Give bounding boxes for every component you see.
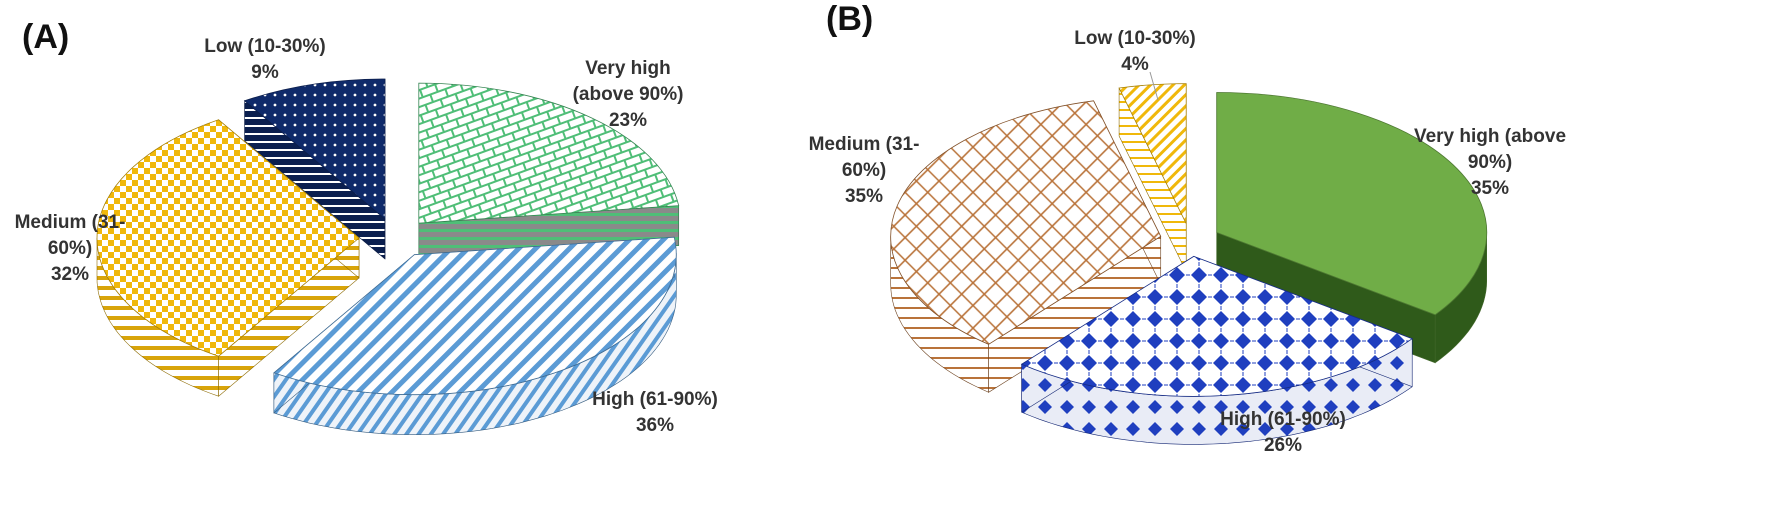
pie-slice (1118, 83, 1187, 272)
pie-slice-top (890, 100, 1162, 345)
slice-label: Very high (above 90%) 23% (573, 58, 684, 131)
slice-label: Low (10-30%) 4% (1074, 28, 1195, 75)
slice-label: Low (10-30%) 9% (204, 36, 325, 83)
slice-label: Medium (31-60%) 32% (15, 212, 126, 285)
slice-label: Very high (above 90%) 35% (1414, 126, 1566, 199)
slice-label: High (61-90%) 26% (1220, 409, 1346, 456)
pie-slice (1020, 255, 1414, 445)
pie-slice (890, 100, 1162, 393)
slice-label: High (61-90%) 36% (592, 389, 718, 436)
pie-slice-top (1216, 92, 1488, 316)
pie-slice-top (96, 119, 360, 357)
chart-layer: (A) Very high (above 90%) 23% High (61-90%) 3… (15, 0, 1566, 456)
pie-slice-top (243, 78, 386, 220)
pie-slice (273, 236, 677, 436)
pie-slice-top (1020, 255, 1414, 397)
pie-slice (96, 119, 360, 397)
pie-chart-b: (B) Very high (above 90%) 35% High (61-90%) 2… (809, 0, 1566, 456)
leader-line (1149, 71, 1159, 101)
pie-chart-a: (A) Very high (above 90%) 23% High (61-90%) 3… (15, 18, 718, 436)
panel-label: (B) (826, 0, 873, 38)
pie-slice-top (1118, 83, 1187, 224)
pie-slice-top (418, 82, 680, 224)
pie-slice-top (273, 236, 677, 396)
slice-label: Medium (31-60%) 35% (809, 134, 920, 207)
panel-label: (A) (22, 18, 69, 56)
pie-slice (243, 78, 386, 260)
